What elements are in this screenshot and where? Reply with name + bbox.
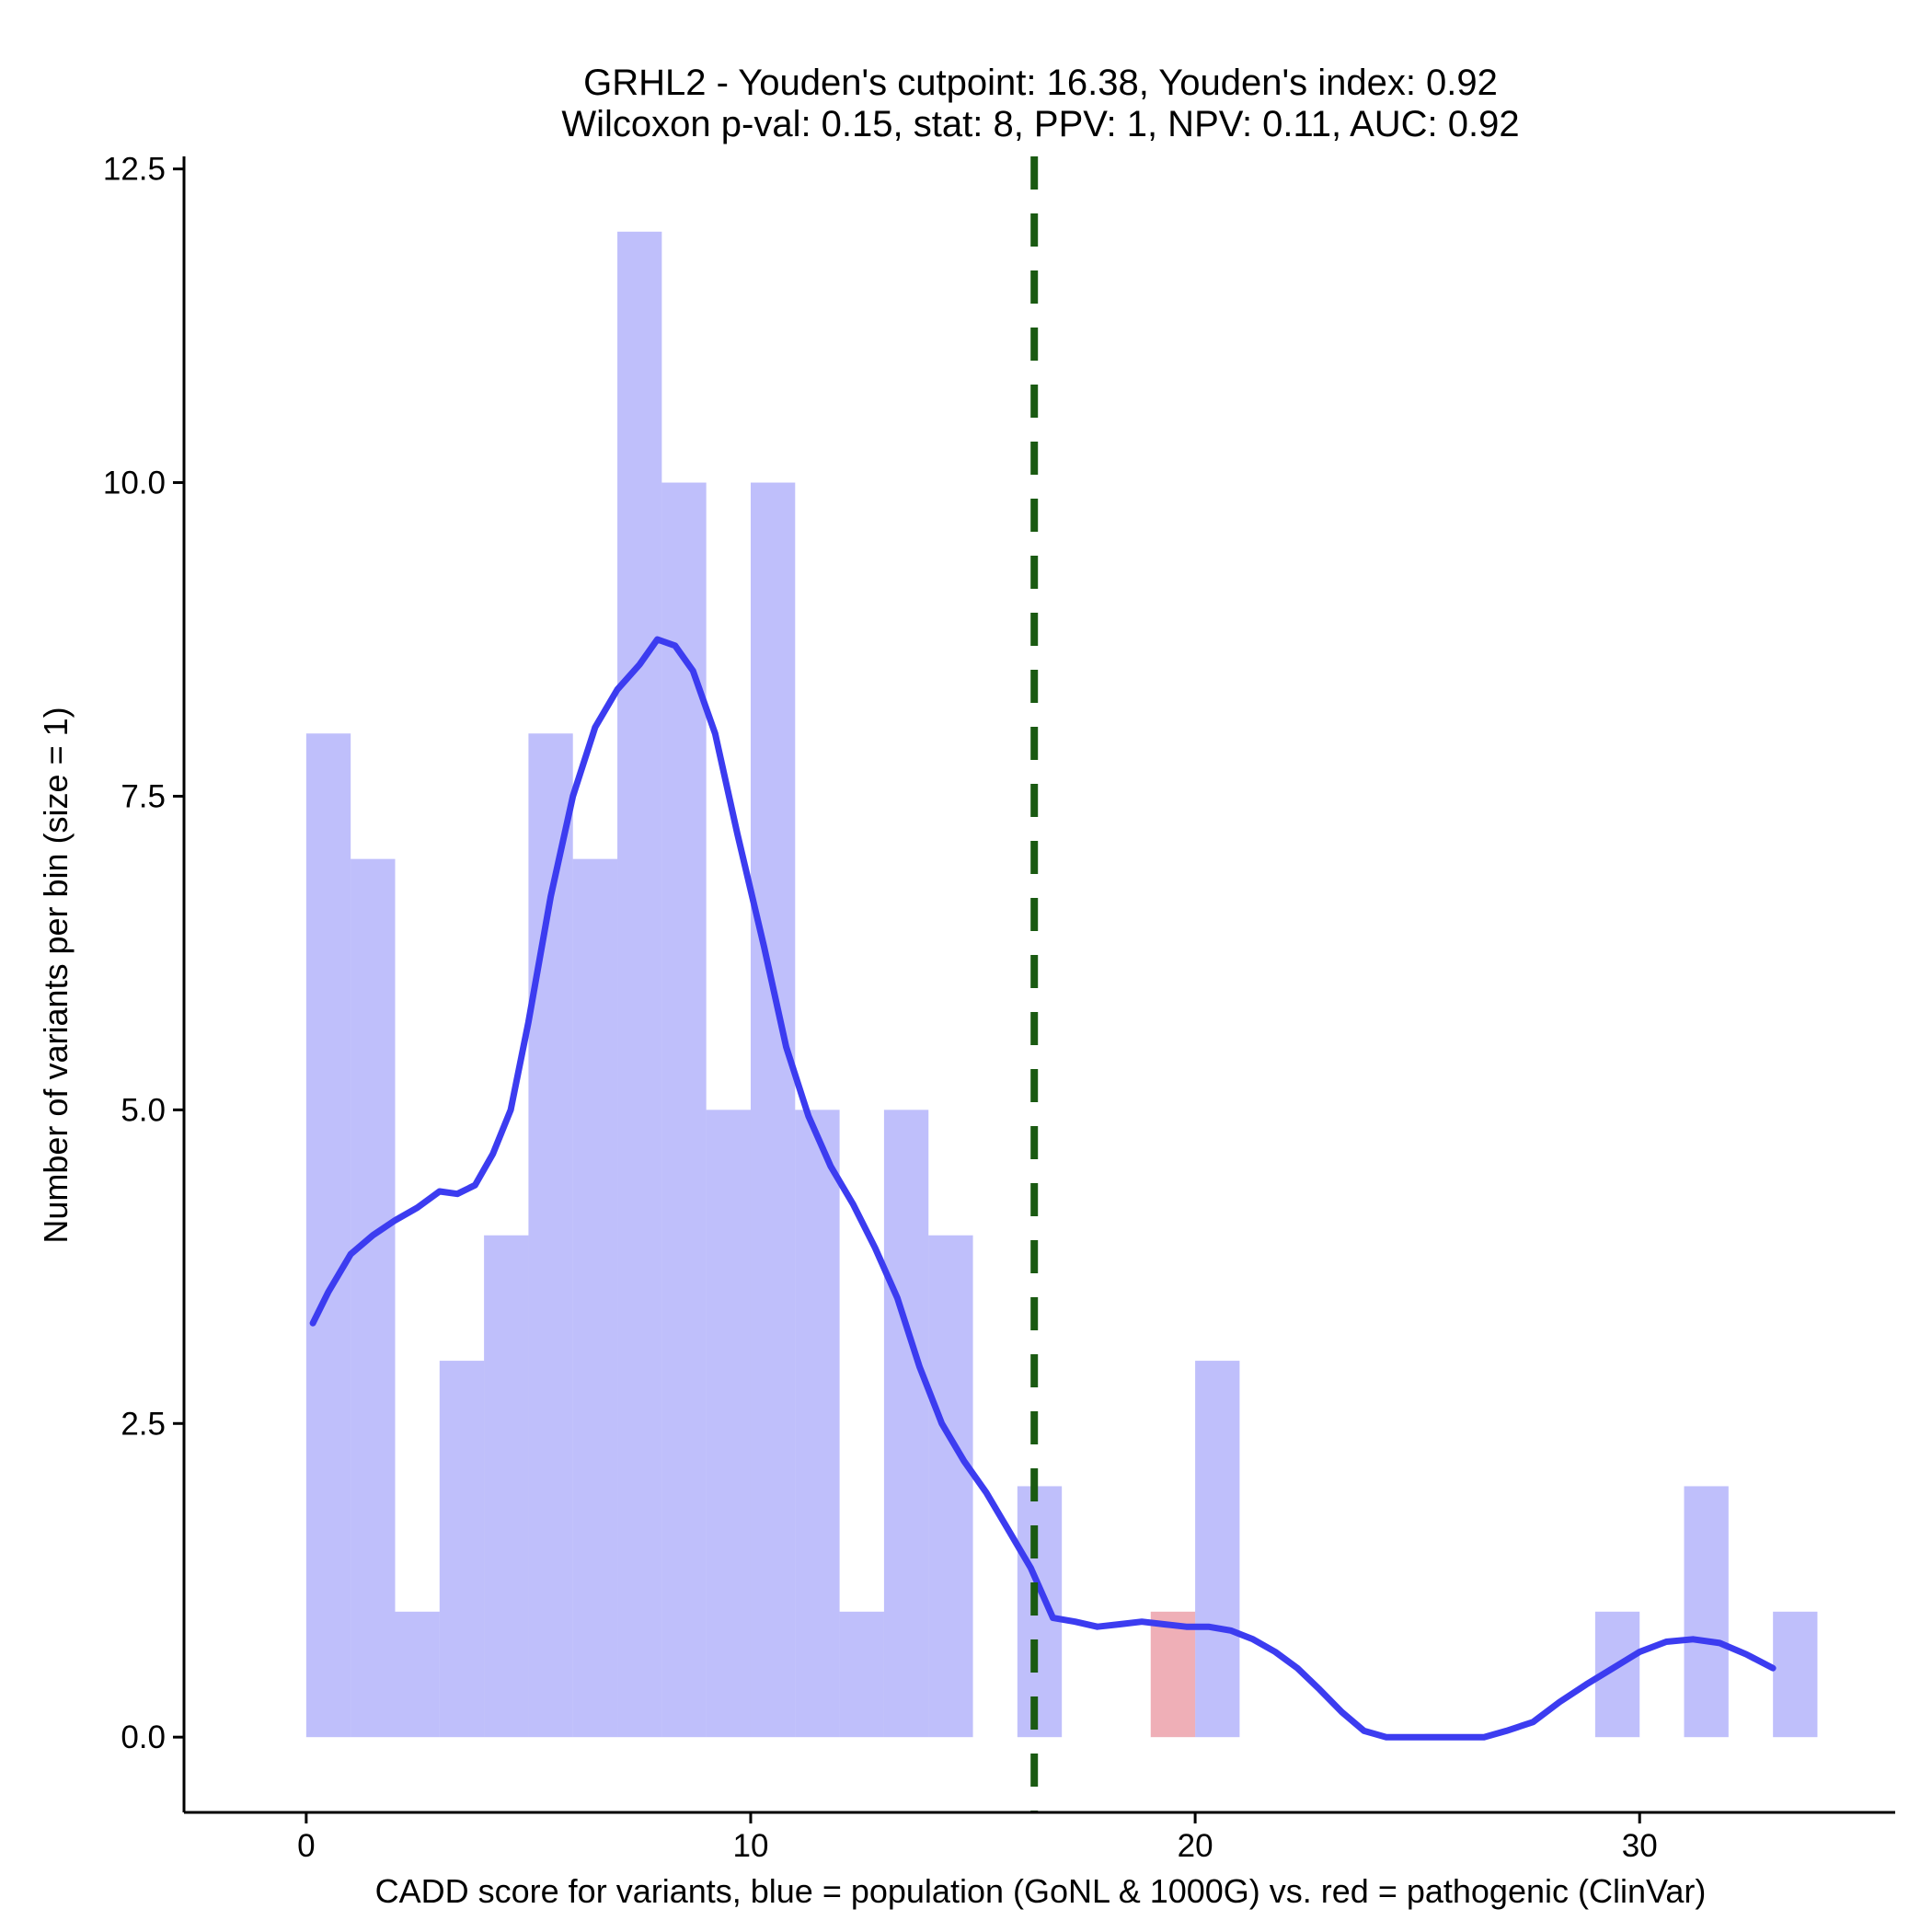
population-bar — [617, 231, 662, 1738]
population-bar — [439, 1361, 485, 1738]
population-bar — [351, 858, 396, 1738]
bars-layer — [305, 231, 1818, 1738]
density-layer — [309, 636, 1777, 1741]
x-axis-label: CADD score for variants, blue = populati… — [375, 1872, 1707, 1910]
y-tick-label: 0.0 — [121, 1719, 166, 1755]
population-bar — [795, 1110, 840, 1738]
population-bar — [839, 1611, 884, 1738]
pathogenic-bar — [1150, 1611, 1196, 1738]
population-bar — [1684, 1486, 1729, 1738]
x-tick-label: 10 — [733, 1828, 769, 1864]
population-bar — [661, 482, 707, 1738]
population-bar — [750, 482, 796, 1738]
chart-title: GRHL2 - Youden's cutpoint: 16.38, Youden… — [583, 63, 1498, 103]
population-bar — [1195, 1361, 1240, 1738]
y-tick-label: 10.0 — [103, 466, 166, 501]
population-bar — [395, 1611, 440, 1738]
density-curve — [309, 636, 1777, 1741]
population-bar — [1017, 1486, 1063, 1738]
y-tick-label: 12.5 — [103, 152, 166, 188]
x-tick-label: 0 — [297, 1828, 315, 1864]
population-bar — [305, 733, 351, 1738]
y-tick-label: 2.5 — [121, 1406, 166, 1442]
population-bar — [883, 1110, 929, 1738]
population-bar — [706, 1110, 751, 1738]
population-bar — [572, 858, 618, 1738]
y-axis-label: Number of variants per bin (size = 1) — [37, 707, 75, 1243]
population-bar — [928, 1235, 973, 1738]
y-tick-label: 7.5 — [121, 778, 166, 814]
population-bar — [1773, 1611, 1818, 1738]
x-tick-label: 30 — [1622, 1828, 1658, 1864]
population-bar — [484, 1235, 529, 1738]
x-tick-label: 20 — [1178, 1828, 1213, 1864]
chart-subtitle: Wilcoxon p-val: 0.15, stat: 8, PPV: 1, N… — [561, 104, 1519, 144]
axes-layer: 0.0 2.5 5.0 7.5 10.0 12.5 0 10 20 30 — [103, 152, 1895, 1864]
y-tick-label: 5.0 — [121, 1092, 166, 1128]
